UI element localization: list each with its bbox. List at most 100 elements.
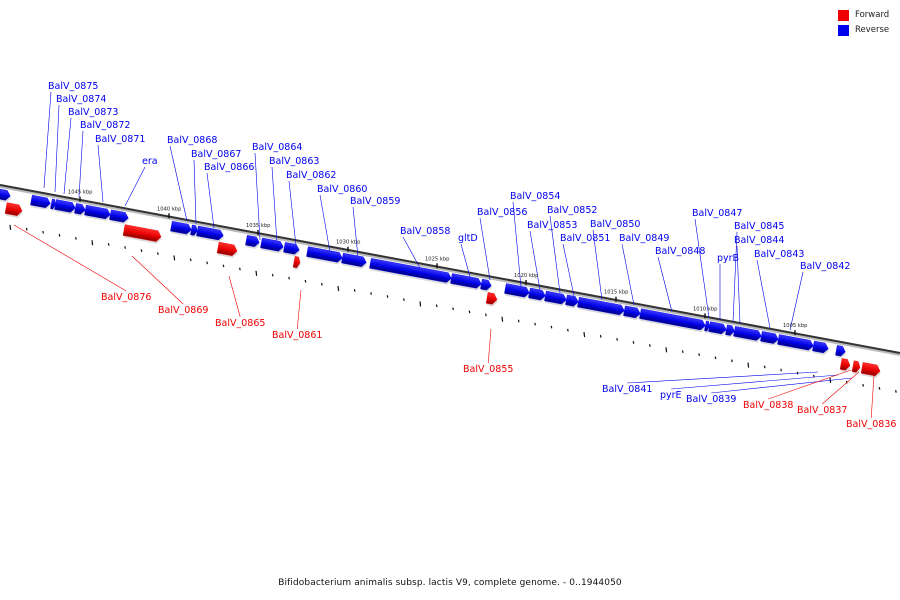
gene-feature-balv-0858 xyxy=(369,258,452,285)
legend-reverse-label: Reverse xyxy=(855,25,890,35)
gene-feature-balv-0864 xyxy=(245,234,260,249)
gene-feature-pyre xyxy=(835,345,846,359)
minor-tick xyxy=(25,227,28,231)
gene-feature-gltd xyxy=(450,273,482,291)
genome-backbone xyxy=(0,184,900,356)
scale-tick-label: 1005 kbp xyxy=(783,323,808,329)
minor-tick xyxy=(468,310,471,314)
leader-line-balv-0847 xyxy=(694,218,710,319)
minor-tick xyxy=(616,337,618,341)
leader-line-balv-0860 xyxy=(319,194,331,253)
gene-label-balv-0871: BalV_0871 xyxy=(95,134,145,145)
scale-tick: 1010 kbp xyxy=(693,306,718,319)
gene-feature-balv-0866 xyxy=(196,225,224,243)
minor-tick xyxy=(665,347,668,353)
minor-tick xyxy=(222,264,225,268)
minor-tick xyxy=(75,236,77,240)
legend-forward-label: Forward xyxy=(855,10,890,20)
gene-label-balv-0849: BalV_0849 xyxy=(619,233,669,244)
gene-label-gltd: gltD xyxy=(458,233,478,244)
gene-feature-balv-0862 xyxy=(283,242,300,257)
leader-line-balv-0867 xyxy=(193,159,197,225)
gene-feature-balv-0855 xyxy=(485,292,498,307)
minor-tick xyxy=(534,322,536,326)
gene-label-balv-0867: BalV_0867 xyxy=(191,149,241,160)
gene-label-balv-0858: BalV_0858 xyxy=(400,226,450,237)
minor-tick xyxy=(845,380,848,384)
gene-feature-balv-0851 xyxy=(565,294,579,309)
minor-tick xyxy=(206,261,208,265)
leader-line-balv-0862 xyxy=(288,180,297,247)
scale-tick-label: 1015 kbp xyxy=(604,290,629,296)
leader-line-balv-0852 xyxy=(549,215,561,294)
leader-line-balv-0855 xyxy=(487,328,492,364)
gene-label-balv-0863: BalV_0863 xyxy=(269,156,319,167)
minor-tick xyxy=(452,307,454,311)
scale-tick: 1045 kbp xyxy=(68,190,93,202)
gene-feature-balv-0849 xyxy=(623,305,641,321)
scale-tick-label: 1020 kbp xyxy=(514,273,539,279)
minor-tick xyxy=(599,334,602,338)
gene-label-balv-0872: BalV_0872 xyxy=(80,120,130,131)
minor-tick xyxy=(386,295,389,298)
gene-label-balv-0860: BalV_0860 xyxy=(317,184,367,195)
gene-label-balv-0837: BalV_0837 xyxy=(797,405,847,416)
gene-feature-balv-0848 xyxy=(639,308,706,333)
leader-line-balv-0839 xyxy=(711,377,853,394)
gene-label-balv-0866: BalV_0866 xyxy=(204,162,254,173)
gene-feature-balv-0856 xyxy=(480,278,492,293)
gene-label-balv-0854: BalV_0854 xyxy=(510,191,560,202)
gene-label-balv-0868: BalV_0868 xyxy=(167,135,217,146)
minor-tick xyxy=(124,246,126,249)
gene-feature-balv-0869 xyxy=(122,224,162,244)
scale-tick: 1005 kbp xyxy=(783,323,808,336)
gene-label-balv-0842: BalV_0842 xyxy=(800,261,850,272)
map-caption: Bifidobacterium animalis subsp. lactis V… xyxy=(278,578,622,588)
forward-swatch-icon xyxy=(838,10,849,21)
leader-line-balv-0861 xyxy=(296,289,302,330)
leader-line-balv-0856 xyxy=(479,217,491,281)
label-leader-lines xyxy=(13,91,875,419)
gene-label-pyre: pyrE xyxy=(660,390,682,401)
minor-tick xyxy=(649,344,651,347)
minor-tick xyxy=(173,255,176,261)
gene-label-balv-0859: BalV_0859 xyxy=(350,196,400,207)
gene-feature-balv-0852 xyxy=(544,290,567,307)
minor-tick xyxy=(9,224,12,230)
minor-tick xyxy=(403,298,405,301)
gene-label-balv-0850: BalV_0850 xyxy=(590,219,640,230)
reverse-swatch-icon xyxy=(838,25,849,36)
gene-feature-balv-0860 xyxy=(306,246,343,265)
minor-tick xyxy=(370,292,372,295)
minor-ticks xyxy=(9,224,897,393)
leader-line-balv-0874 xyxy=(54,104,60,193)
leader-line-balv-0859 xyxy=(352,206,359,258)
gene-feature-era xyxy=(109,209,129,225)
gene-label-balv-0852: BalV_0852 xyxy=(547,205,597,216)
gene-label-balv-0875: BalV_0875 xyxy=(48,81,98,92)
minor-tick xyxy=(419,301,422,307)
minor-tick xyxy=(550,325,553,329)
minor-tick xyxy=(107,243,110,246)
minor-tick xyxy=(485,313,487,317)
minor-tick xyxy=(517,319,520,323)
minor-tick xyxy=(157,252,159,256)
minor-tick xyxy=(583,331,586,338)
gene-feature-pyrb xyxy=(708,321,727,337)
minor-tick xyxy=(321,282,323,286)
minor-tick xyxy=(632,341,635,344)
gene-feature-balv-0872 xyxy=(74,203,86,217)
gene-label-balv-0841: BalV_0841 xyxy=(602,384,652,395)
gene-feature-balv-0838 xyxy=(839,358,851,373)
gene-feature-balv-0836 xyxy=(860,362,881,379)
scale-tick-label: 1040 kbp xyxy=(157,206,182,212)
minor-tick xyxy=(780,368,782,372)
minor-tick xyxy=(878,386,881,390)
scale-tick: 1015 kbp xyxy=(604,290,629,302)
gene-label-balv-0845: BalV_0845 xyxy=(734,221,784,232)
gene-label-balv-0869: BalV_0869 xyxy=(158,305,208,316)
gene-features xyxy=(0,188,881,379)
scale-tick-label: 1025 kbp xyxy=(425,256,450,262)
gene-label-pyrb: pyrB xyxy=(717,253,739,264)
gene-label-balv-0836: BalV_0836 xyxy=(846,419,896,430)
